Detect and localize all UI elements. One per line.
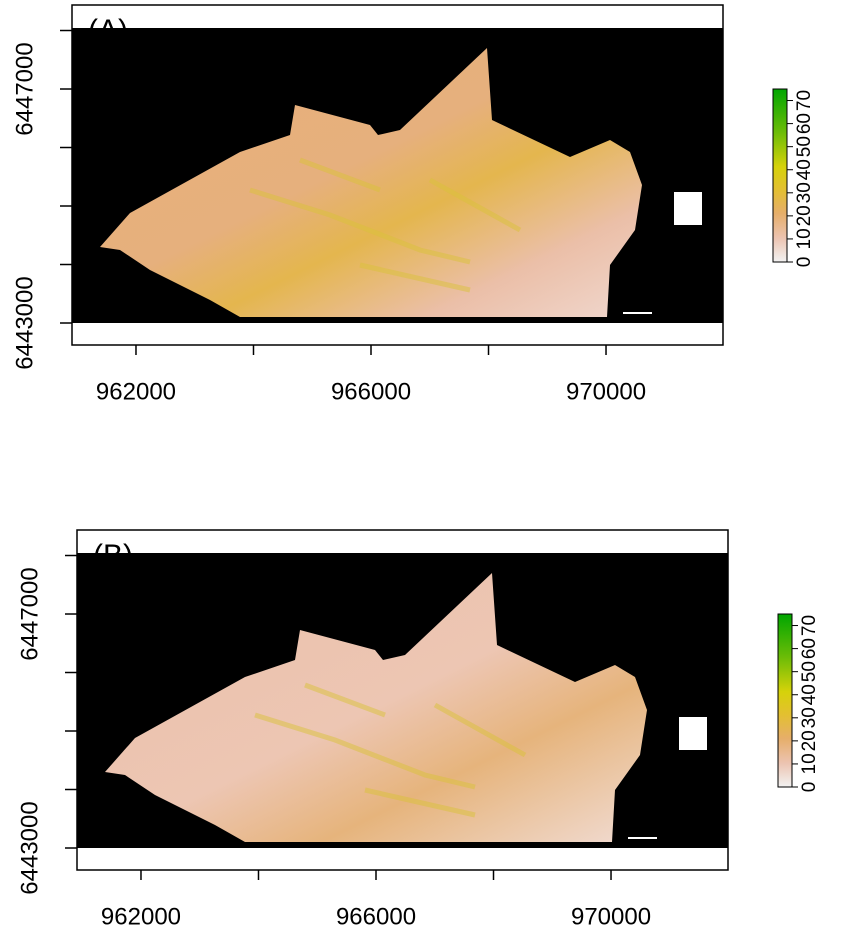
legend-tick-label: 50 (794, 136, 815, 157)
y-tick-label: 6447000 (16, 567, 43, 660)
map-panel: (B)9620009660009700006443000644700001020… (16, 530, 820, 930)
raster-cell (679, 717, 707, 750)
legend-tick-label: 10 (794, 228, 815, 249)
map-panel: (A)9620009660009700006443000644700001020… (11, 5, 815, 405)
legend-tick-label: 60 (794, 113, 815, 134)
legend-tick-label: 30 (799, 707, 820, 728)
x-tick-label: 962000 (96, 378, 176, 405)
page: {"panels": [ {"type": "raster", "label":… (0, 0, 856, 941)
x-tick-label: 966000 (331, 378, 411, 405)
legend-tick-label: 60 (799, 638, 820, 659)
x-tick-label: 970000 (571, 903, 651, 930)
legend-tick-label: 0 (799, 782, 820, 793)
legend-tick-label: 20 (799, 730, 820, 751)
y-tick-label: 6447000 (11, 42, 38, 135)
legend-tick-label: 40 (794, 159, 815, 180)
x-tick-label: 970000 (566, 378, 646, 405)
legend-bar (773, 89, 787, 262)
y-tick-label: 6443000 (11, 276, 38, 369)
y-tick-label: 6443000 (16, 801, 43, 894)
legend-tick-label: 10 (799, 753, 820, 774)
x-tick-label: 962000 (101, 903, 181, 930)
legend-tick-label: 0 (794, 257, 815, 268)
legend-bar (778, 614, 792, 787)
legend-tick-label: 50 (799, 661, 820, 682)
legend-tick-label: 30 (794, 182, 815, 203)
x-tick-label: 966000 (336, 903, 416, 930)
legend-tick-label: 40 (799, 684, 820, 705)
raster-cell (674, 192, 702, 225)
figure: (A)9620009660009700006443000644700001020… (0, 0, 856, 941)
legend-tick-label: 20 (794, 205, 815, 226)
legend-tick-label: 70 (794, 90, 815, 111)
legend-tick-label: 70 (799, 615, 820, 636)
